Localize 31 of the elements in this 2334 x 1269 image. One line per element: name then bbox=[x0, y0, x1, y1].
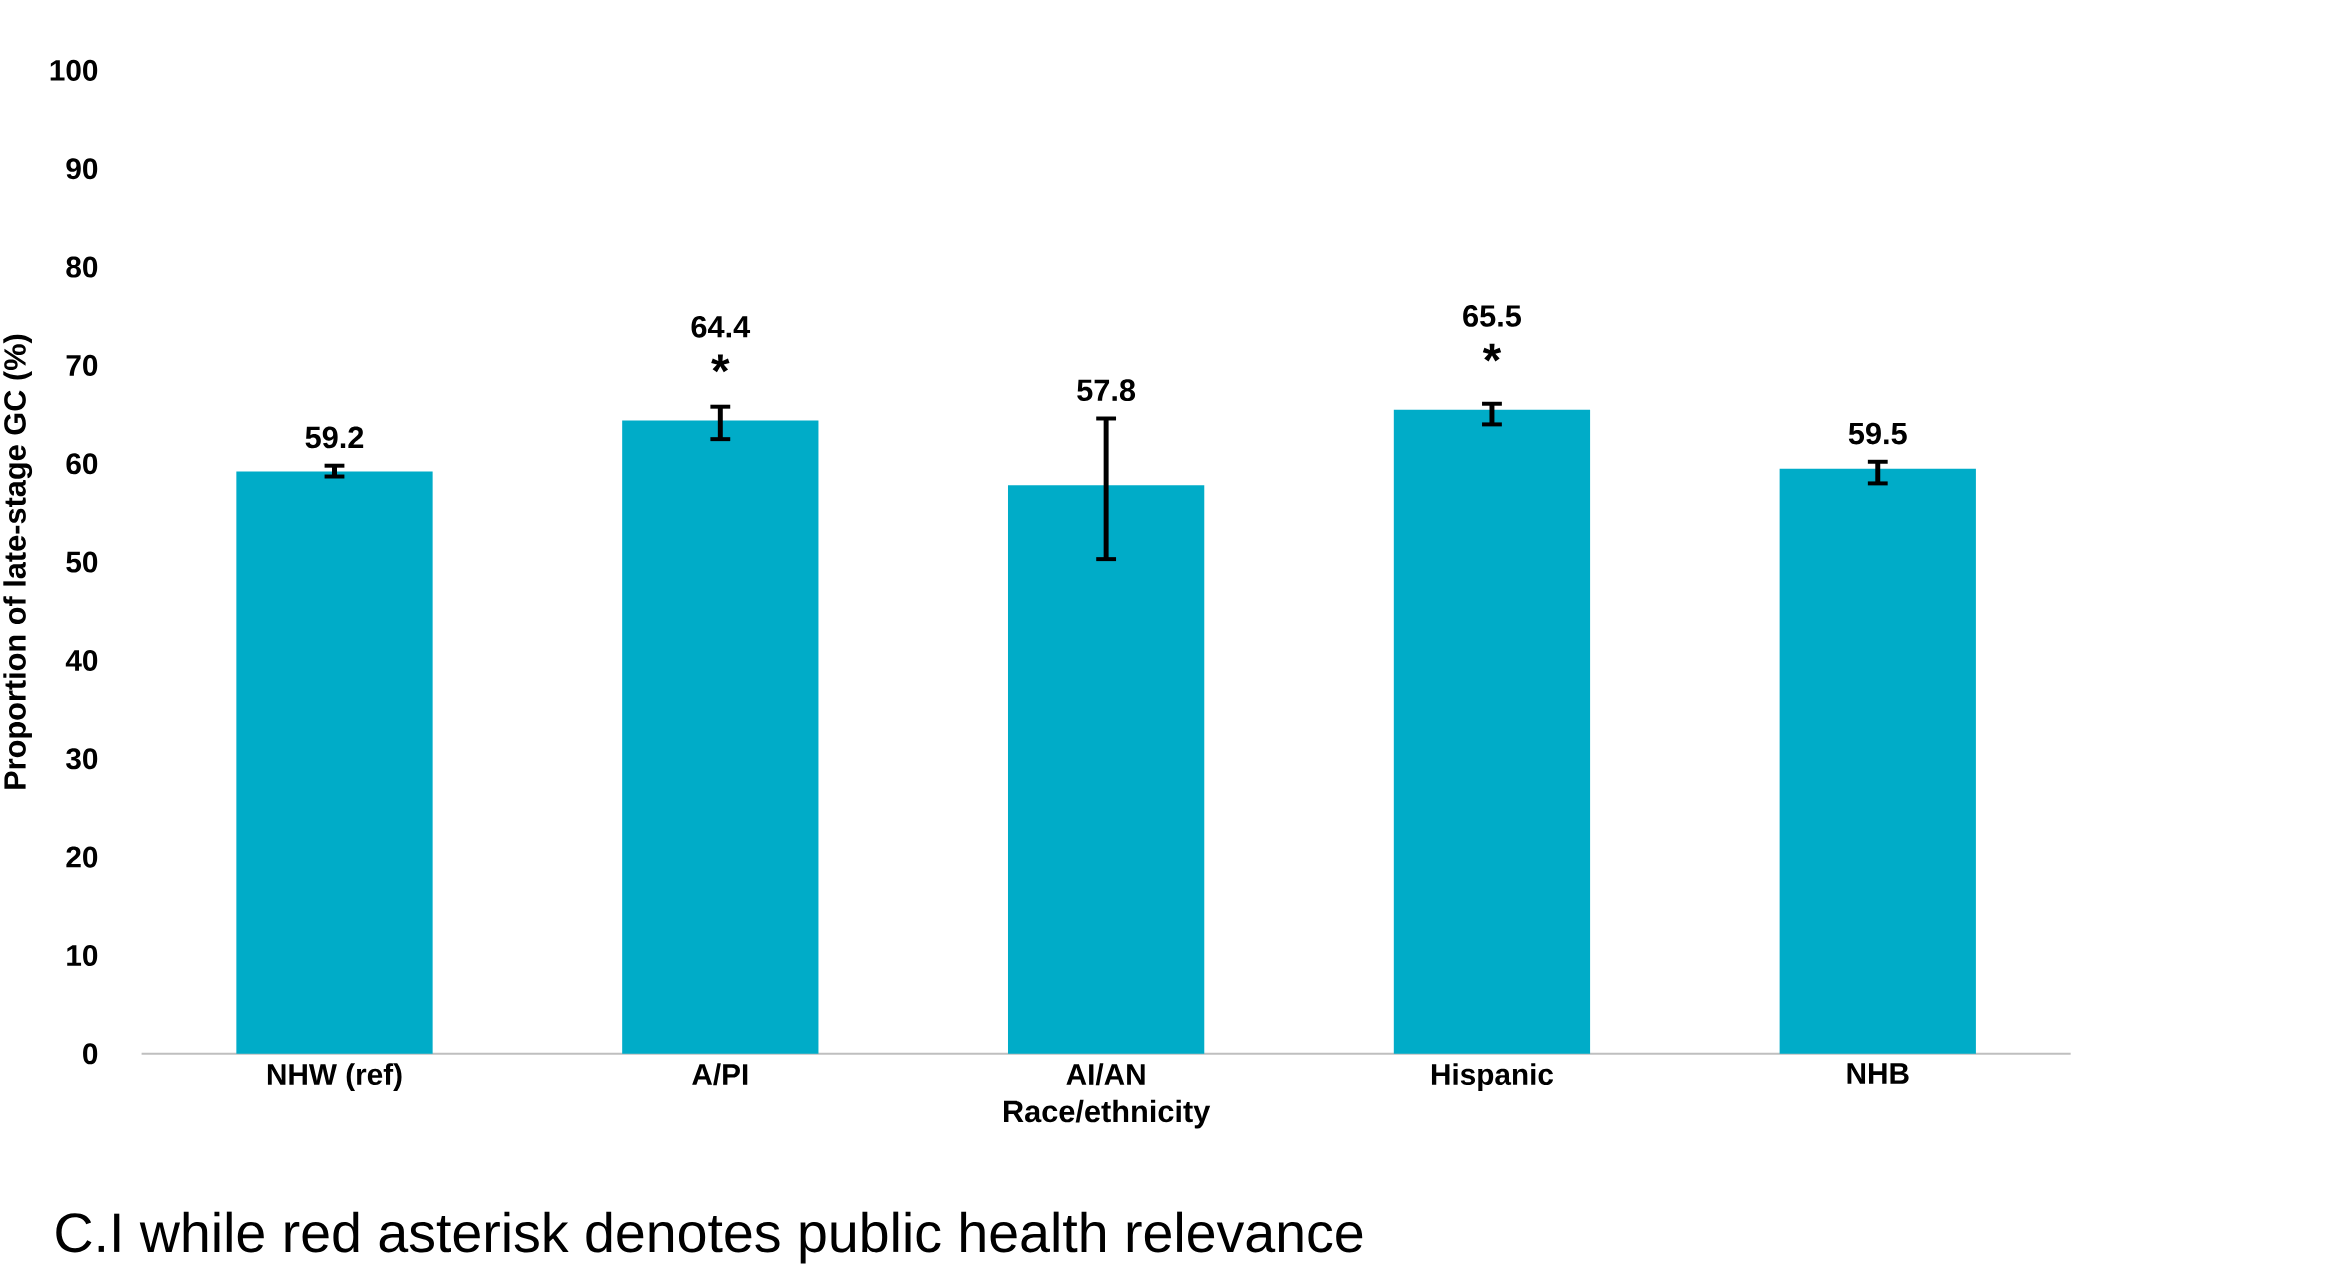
bar bbox=[1007, 485, 1205, 1054]
annotation: * bbox=[711, 354, 730, 373]
y-tick-label: 80 bbox=[66, 256, 98, 278]
y-axis-title: Proportion of late-stage GC (%) bbox=[3, 334, 33, 789]
y-tick-label: 50 bbox=[66, 551, 98, 573]
data-label: 57.8 bbox=[1077, 379, 1136, 402]
x-tick-label: NHW (ref) bbox=[267, 1063, 402, 1091]
data-label: 59.2 bbox=[305, 426, 364, 449]
text: C.I while red asterisk denotes public health relevance bbox=[56, 1211, 1363, 1264]
data-label: 59.5 bbox=[1848, 422, 1907, 445]
y-tick-label: 30 bbox=[66, 748, 98, 770]
y-tick-label: 100 bbox=[50, 59, 98, 81]
bar bbox=[1779, 468, 1976, 1054]
annotation: * bbox=[1482, 343, 1502, 362]
x-tick-label: A/PI bbox=[692, 1063, 748, 1086]
bar bbox=[236, 471, 433, 1054]
y-tick-label: 40 bbox=[65, 649, 98, 671]
data-label: 65.5 bbox=[1463, 305, 1521, 327]
data-label: 64.4 bbox=[691, 315, 751, 338]
y-tick-label: 0 bbox=[83, 1043, 98, 1065]
y-tick-label: 20 bbox=[66, 846, 98, 868]
x-tick-label: NHB bbox=[1847, 1063, 1909, 1084]
x-tick-label: Hispanic bbox=[1431, 1063, 1554, 1091]
bar bbox=[1393, 409, 1591, 1054]
x-tick-label: AI/AN bbox=[1066, 1063, 1145, 1086]
y-tick-label: 70 bbox=[66, 354, 98, 376]
y-tick-label: 90 bbox=[66, 158, 98, 180]
x-axis-title: Race/ethnicity bbox=[1004, 1099, 1211, 1129]
bar bbox=[622, 420, 819, 1054]
y-tick-label: 10 bbox=[67, 944, 98, 967]
y-tick-label: 60 bbox=[66, 453, 98, 475]
